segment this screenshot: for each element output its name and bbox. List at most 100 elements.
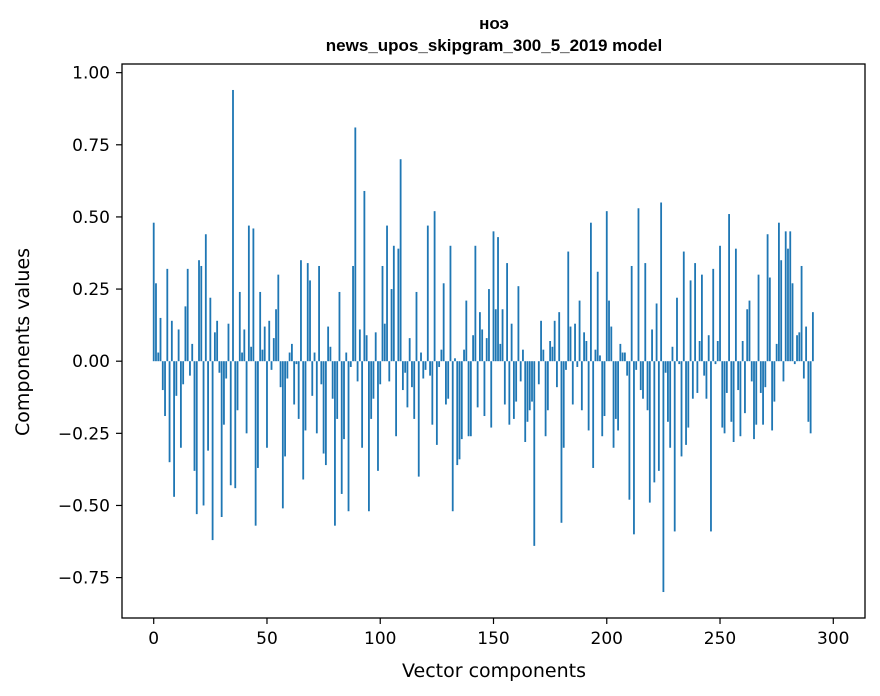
- bar-69: [309, 280, 311, 362]
- bar-173: [544, 361, 547, 437]
- bar-112: [406, 361, 409, 408]
- bar-160: [515, 361, 518, 402]
- x-axis-ticks: 0 50 100 150 200 250 300: [148, 618, 850, 649]
- bar-34: [229, 361, 232, 486]
- bar-247: [712, 268, 715, 362]
- bar-2: [157, 352, 160, 362]
- bar-185: [571, 361, 574, 405]
- bar-30: [220, 361, 223, 518]
- bar-111: [404, 361, 407, 373]
- y-axis-ticks: −0.75 −0.50 −0.25 0.00 0.25 0.50 0.75 1.00: [58, 64, 122, 589]
- bar-139: [467, 361, 470, 437]
- bar-282: [791, 283, 794, 362]
- bar-172: [542, 349, 545, 362]
- bar-82: [338, 291, 341, 362]
- bar-17: [191, 343, 194, 362]
- bar-225: [662, 361, 665, 593]
- bar-135: [458, 361, 461, 460]
- bar-53: [272, 338, 275, 362]
- bar-187: [576, 361, 579, 367]
- bar-256: [732, 361, 735, 442]
- bar-48: [261, 349, 264, 362]
- bar-188: [578, 300, 581, 362]
- bar-155: [503, 361, 506, 405]
- bar-127: [440, 349, 443, 362]
- bar-150: [492, 231, 495, 362]
- bar-184: [569, 326, 572, 362]
- bar-227: [667, 361, 669, 422]
- bar-86: [347, 361, 350, 512]
- bar-229: [671, 346, 674, 362]
- bar-14: [184, 306, 187, 362]
- bar-238: [691, 361, 694, 399]
- bar-270: [764, 361, 767, 388]
- bar-158: [510, 323, 513, 362]
- y-tick-label: −0.75: [58, 569, 110, 589]
- bar-269: [762, 361, 764, 425]
- bar-177: [553, 320, 556, 362]
- bar-84: [343, 361, 345, 440]
- bar-194: [592, 361, 595, 468]
- bar-190: [583, 332, 586, 362]
- bar-60: [288, 352, 291, 362]
- bar-100: [379, 361, 382, 385]
- bar-99: [377, 361, 379, 471]
- bar-167: [531, 361, 533, 402]
- x-tick-label: 250: [704, 629, 736, 649]
- bar-205: [617, 361, 619, 431]
- bar-290: [809, 361, 812, 434]
- bar-114: [411, 361, 413, 388]
- bar-94: [365, 335, 368, 362]
- bar-77: [327, 326, 330, 362]
- bar-8: [170, 320, 173, 362]
- bar-142: [474, 245, 477, 362]
- bar-55: [277, 274, 280, 362]
- bar-239: [694, 263, 697, 362]
- bar-201: [608, 300, 610, 362]
- bar-148: [488, 289, 490, 362]
- bar-123: [431, 361, 434, 425]
- y-axis-label: Components values: [12, 248, 34, 436]
- bar-58: [284, 361, 286, 457]
- bar-115: [413, 361, 416, 419]
- bar-191: [585, 341, 588, 362]
- bar-255: [730, 361, 733, 422]
- bar-138: [465, 300, 468, 362]
- bar-210: [628, 361, 631, 500]
- bar-218: [646, 361, 649, 411]
- bar-11: [177, 329, 180, 362]
- bar-75: [322, 361, 325, 454]
- bar-233: [680, 361, 683, 457]
- bar-206: [619, 343, 622, 362]
- bar-24: [207, 361, 209, 451]
- bar-134: [456, 361, 459, 466]
- bar-222: [655, 303, 658, 362]
- bar-156: [506, 263, 508, 362]
- bar-98: [374, 332, 377, 362]
- bar-95: [368, 361, 370, 512]
- bar-61: [290, 343, 293, 362]
- bar-182: [565, 361, 567, 370]
- bar-62: [293, 361, 296, 405]
- bar-54: [275, 309, 277, 362]
- bar-180: [560, 361, 563, 523]
- y-tick-label: −0.25: [58, 424, 110, 444]
- bar-81: [336, 361, 339, 419]
- y-tick-label: 0.50: [72, 208, 110, 228]
- bar-118: [420, 352, 422, 362]
- bar-149: [490, 361, 493, 428]
- bar-43: [250, 346, 253, 362]
- bar-166: [528, 361, 531, 411]
- bar-88: [352, 265, 354, 362]
- bar-119: [422, 361, 425, 379]
- bar-221: [653, 361, 656, 483]
- bar-122: [429, 361, 431, 376]
- bar-44: [252, 228, 255, 362]
- bar-181: [562, 361, 565, 448]
- bar-277: [780, 260, 783, 362]
- bar-143: [476, 361, 479, 408]
- bar-232: [678, 361, 681, 365]
- x-tick-label: 0: [148, 629, 159, 649]
- bar-284: [796, 335, 798, 362]
- bar-268: [759, 361, 762, 393]
